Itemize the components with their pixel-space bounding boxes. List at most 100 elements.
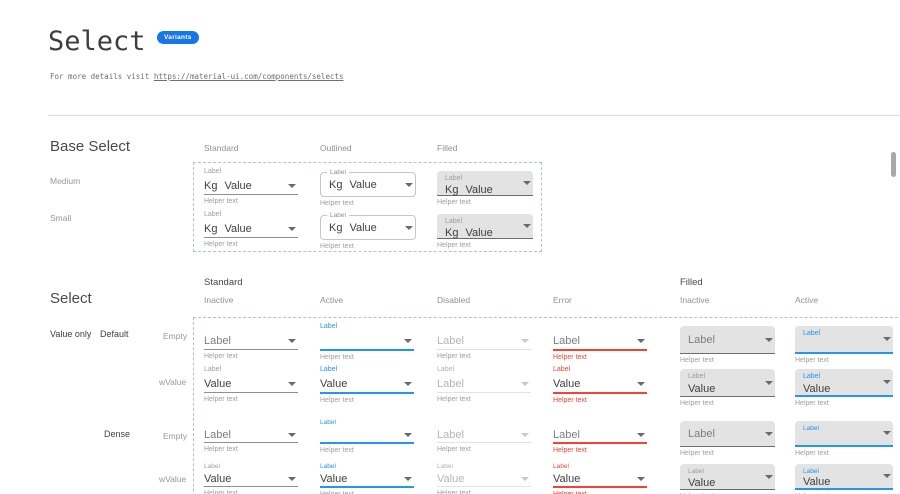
select-control[interactable]: Value: [204, 471, 298, 487]
select-control[interactable]: Label: [204, 332, 298, 350]
dropdown-arrow-icon: [883, 431, 891, 435]
select-control[interactable]: Label: [204, 427, 298, 443]
group-header-standard: Standard: [204, 277, 243, 288]
select-field-standard-active: Label Value Helper text: [320, 462, 414, 494]
select-control[interactable]: Label: [553, 427, 647, 444]
row-label-wvalue: wValue: [159, 474, 187, 484]
select-field-outlined-inactive: Label Kg Value Helper text: [320, 167, 416, 207]
dropdown-arrow-icon: [765, 337, 773, 342]
helper-text: Helper text: [437, 199, 471, 206]
docs-link[interactable]: https://material-ui.com/components/selec…: [153, 72, 344, 81]
select-label: Label: [204, 366, 222, 373]
select-label: Label: [688, 373, 706, 380]
select-label: Label: [320, 323, 338, 330]
select-label: Label: [553, 463, 569, 470]
select-value: Label: [204, 428, 231, 441]
select-control[interactable]: Label: [795, 421, 893, 447]
dropdown-arrow-icon: [883, 474, 891, 478]
select-value: Value: [320, 377, 348, 390]
helper-text: Helper text: [204, 353, 238, 360]
dropdown-arrow-icon: [765, 380, 773, 385]
dropdown-arrow-icon: [288, 338, 296, 343]
details-text: For more details visit https://material-…: [50, 72, 344, 81]
select-field-standard-active: Label Value Helper text: [320, 365, 414, 404]
select-field-filled-inactive: Label Kg Value Helper text: [437, 167, 533, 206]
helper-text: Helper text: [795, 400, 829, 407]
select-control[interactable]: Label Kg Value: [320, 212, 416, 240]
dropdown-arrow-icon: [405, 182, 413, 187]
select-label: Label: [803, 425, 819, 432]
helper-text: Helper text: [320, 200, 354, 207]
select-control[interactable]: Label Value: [680, 369, 775, 397]
select-control[interactable]: Label: [680, 421, 775, 447]
select-value: Label: [437, 428, 464, 441]
select-control[interactable]: Label Kg Value: [437, 171, 533, 196]
select-field-standard-error: Label Helper text: [553, 322, 647, 361]
select-value-row: Value: [688, 476, 767, 489]
helper-text: Helper text: [553, 397, 587, 404]
helper-text: Helper text: [680, 450, 714, 457]
select-control[interactable]: Value: [553, 375, 647, 394]
select-label: Label: [327, 169, 349, 177]
select-field-standard-error: Label Value Helper text: [553, 365, 647, 404]
dropdown-arrow-icon: [288, 226, 296, 231]
dropdown-arrow-icon: [523, 181, 531, 185]
select-field-standard-error: Label Value Helper text: [553, 462, 647, 494]
select-control[interactable]: Label: [553, 332, 647, 351]
select-control[interactable]: [320, 332, 414, 351]
select-control[interactable]: Label: [795, 326, 893, 354]
helper-text: Helper text: [320, 447, 354, 454]
helper-text: Helper text: [553, 491, 647, 494]
select-field-filled-inactive: Label Value Helper text: [680, 369, 775, 407]
select-value: Value: [803, 382, 831, 395]
select-value: Label: [553, 428, 580, 441]
select-control[interactable]: Value: [320, 471, 414, 488]
select-control[interactable]: Label Kg Value: [320, 169, 416, 197]
select-value: Value: [688, 383, 716, 395]
size-group-label-default: Default: [100, 329, 129, 339]
select-label: Label: [437, 366, 455, 373]
helper-text: Helper text: [680, 357, 714, 364]
select-control[interactable]: Label Value: [680, 464, 775, 490]
helper-text: Helper text: [553, 354, 587, 361]
select-label: Label: [803, 330, 821, 337]
select-field-standard-active: Label Helper text: [320, 418, 414, 454]
select-value: Value: [553, 377, 581, 390]
select-control[interactable]: Kg Value: [204, 177, 298, 195]
select-control: Label: [437, 375, 531, 393]
select-field-filled-inactive: Label Helper text: [680, 326, 775, 364]
page-title: Select: [48, 26, 146, 57]
select-group-outline: [193, 317, 900, 494]
select-control[interactable]: Value: [204, 375, 298, 393]
select-control[interactable]: [320, 427, 414, 444]
scrollbar-thumb[interactable]: [891, 152, 896, 177]
select-value: Value: [320, 472, 348, 485]
helper-text: Helper text: [553, 447, 587, 454]
select-value: Value: [204, 377, 232, 390]
helper-text: Helper text: [320, 397, 354, 404]
select-control[interactable]: Label Value: [795, 369, 893, 397]
select-value-row: Kg Value: [445, 184, 525, 196]
select-control[interactable]: Label Kg Value: [437, 214, 533, 239]
select-control[interactable]: Value: [320, 375, 414, 394]
select-control[interactable]: Label Value: [795, 464, 893, 490]
select-value: Value: [437, 472, 465, 485]
select-field-standard-inactive: Label Kg Value Helper text: [204, 210, 298, 248]
helper-text: Helper text: [795, 450, 829, 457]
helper-text: Helper text: [437, 242, 471, 249]
select-label: [204, 322, 298, 332]
select-field-standard-disabled: Label Value Helper text: [437, 462, 531, 494]
select-field-standard-error: Label Helper text: [553, 418, 647, 454]
dropdown-arrow-icon: [523, 224, 531, 228]
select-control[interactable]: Label: [680, 326, 775, 354]
helper-text: Helper text: [795, 357, 829, 364]
dropdown-arrow-icon: [883, 380, 891, 384]
select-control[interactable]: Kg Value: [204, 220, 298, 238]
select-value: Value: [204, 472, 232, 485]
select-value-row: [803, 339, 885, 352]
row-label-empty: Empty: [163, 431, 188, 441]
helper-text: Helper text: [204, 396, 238, 403]
select-value: Value: [803, 476, 831, 488]
select-control[interactable]: Value: [553, 471, 647, 488]
